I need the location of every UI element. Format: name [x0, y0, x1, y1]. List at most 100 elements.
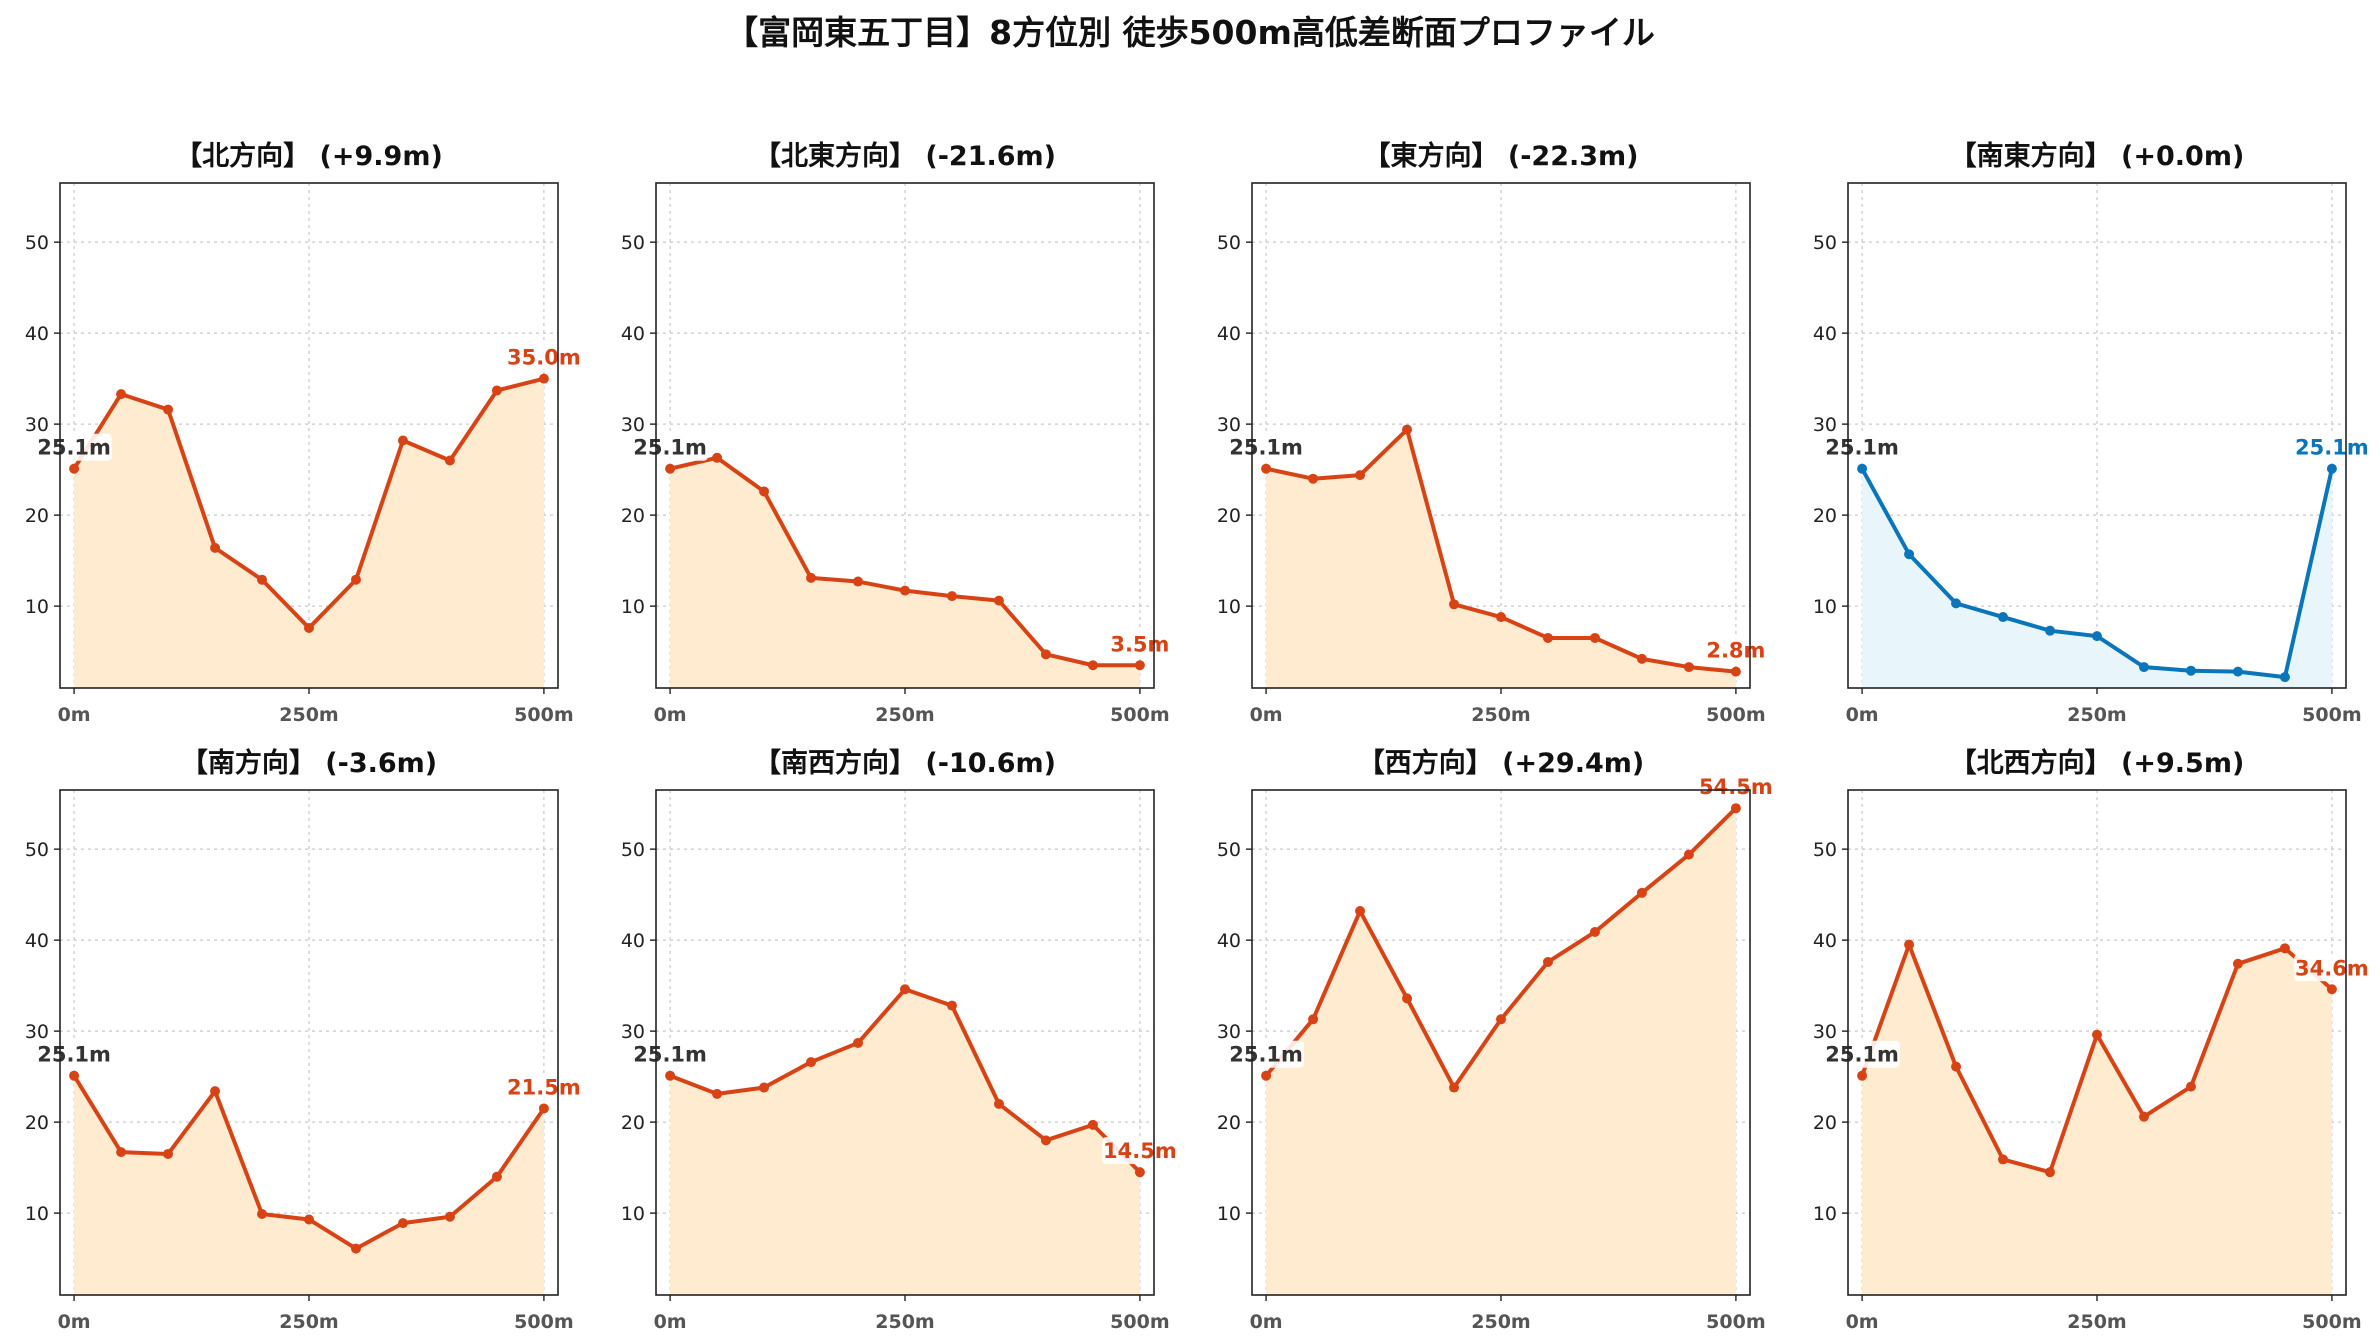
profile-point: [900, 585, 910, 596]
x-tick-label: 250m: [1471, 1311, 1530, 1333]
start-elevation-label-bg: [1824, 1040, 1900, 1068]
x-tick-label: 500m: [1706, 704, 1765, 726]
panel-title: 【南東方向】 (+0.0m): [1950, 140, 2245, 172]
start-elevation-label: 25.1m: [37, 436, 111, 460]
x-tick-label: 500m: [514, 704, 573, 726]
profile-point: [1449, 1082, 1460, 1093]
profile-point: [1134, 660, 1145, 671]
profile-point: [116, 1147, 127, 1158]
y-tick-label: 50: [1813, 232, 1837, 254]
profile-point: [1636, 887, 1647, 898]
end-elevation-label: 54.5m: [1699, 775, 1773, 799]
profile-point: [397, 1218, 408, 1229]
profile-point: [397, 435, 408, 446]
profile-point: [1449, 599, 1460, 610]
panel-title: 【南西方向】 (-10.6m): [754, 747, 1056, 779]
x-tick-label: 250m: [2067, 1311, 2126, 1333]
profile-area: [1862, 944, 2332, 1295]
panel-title: 【東方向】 (-22.3m): [1363, 140, 1638, 172]
profile-point: [1040, 1135, 1051, 1146]
profile-area: [670, 989, 1140, 1295]
profile-point: [806, 1057, 817, 1068]
profile-point: [1261, 1070, 1272, 1081]
y-tick-label: 30: [25, 414, 49, 436]
start-elevation-label-bg: [1824, 433, 1900, 461]
profile-point: [491, 385, 502, 396]
y-tick-label: 40: [621, 323, 645, 345]
profile-point: [2092, 631, 2102, 642]
axes-frame: [59, 182, 559, 689]
start-elevation-label-bg: [36, 1040, 112, 1068]
profile-point: [946, 1000, 957, 1011]
end-elevation-label-bg: [1704, 636, 1767, 664]
profile-point: [2185, 665, 2196, 676]
profile-point: [350, 1243, 361, 1254]
y-tick-label: 40: [25, 323, 49, 345]
profile-point: [444, 1211, 455, 1222]
start-elevation-label: 25.1m: [633, 436, 707, 460]
start-elevation-label: 25.1m: [37, 1043, 111, 1067]
start-elevation-label-bg: [36, 433, 112, 461]
start-elevation-label-bg: [632, 1040, 708, 1068]
profile-point: [1087, 660, 1098, 671]
y-tick-label: 50: [25, 839, 49, 861]
x-tick-label: 0m: [654, 1311, 687, 1333]
y-tick-label: 10: [25, 1203, 49, 1225]
profile-point: [1904, 549, 1915, 560]
end-elevation-label-bg: [506, 343, 582, 371]
y-tick-label: 10: [1217, 596, 1241, 618]
profile-point: [491, 1171, 502, 1182]
profile-point: [1542, 956, 1553, 967]
profile-point: [1998, 612, 2009, 623]
x-tick-label: 0m: [58, 704, 91, 726]
end-elevation-label-bg: [506, 1073, 582, 1101]
end-elevation-label: 2.8m: [1706, 639, 1765, 663]
profile-point: [853, 1037, 864, 1048]
x-tick-label: 500m: [1706, 1311, 1765, 1333]
x-tick-label: 250m: [875, 704, 934, 726]
profile-point: [1951, 598, 1962, 609]
profile-point: [1496, 612, 1506, 623]
y-tick-label: 10: [621, 1203, 645, 1225]
y-tick-label: 50: [1217, 232, 1241, 254]
profile-point: [993, 1098, 1004, 1109]
y-tick-label: 40: [621, 930, 645, 952]
profile-point: [1589, 926, 1600, 937]
profile-point: [1589, 632, 1600, 643]
start-elevation-label: 25.1m: [1229, 1043, 1303, 1067]
profile-point: [806, 572, 817, 583]
profile-point: [2279, 943, 2290, 954]
y-tick-label: 40: [1217, 930, 1241, 952]
profile-point: [993, 595, 1004, 606]
y-tick-label: 10: [1813, 596, 1837, 618]
y-tick-label: 30: [621, 414, 645, 436]
x-tick-label: 500m: [514, 1311, 573, 1333]
profile-point: [257, 1209, 268, 1220]
y-tick-label: 10: [25, 596, 49, 618]
profile-point: [1998, 1154, 2009, 1165]
axes-frame: [655, 182, 1155, 689]
profile-point: [1134, 1167, 1145, 1178]
start-elevation-label-bg: [1228, 433, 1304, 461]
profile-point: [69, 463, 80, 474]
x-tick-label: 250m: [279, 1311, 338, 1333]
profile-point: [1683, 662, 1694, 673]
end-elevation-label: 35.0m: [507, 346, 581, 370]
y-tick-label: 20: [25, 505, 49, 527]
profile-point: [1040, 649, 1051, 660]
profile-point: [1636, 653, 1647, 664]
y-tick-label: 10: [1217, 1203, 1241, 1225]
profile-point: [1308, 1014, 1319, 1025]
start-elevation-label: 25.1m: [1825, 1043, 1899, 1067]
x-tick-label: 500m: [1110, 1311, 1169, 1333]
panel-title: 【北東方向】 (-21.6m): [754, 140, 1056, 172]
profile-point: [2232, 958, 2243, 969]
profile-point: [2326, 984, 2337, 995]
end-elevation-label: 3.5m: [1110, 632, 1169, 656]
profile-point: [1951, 1061, 1962, 1072]
y-tick-label: 20: [621, 1112, 645, 1134]
